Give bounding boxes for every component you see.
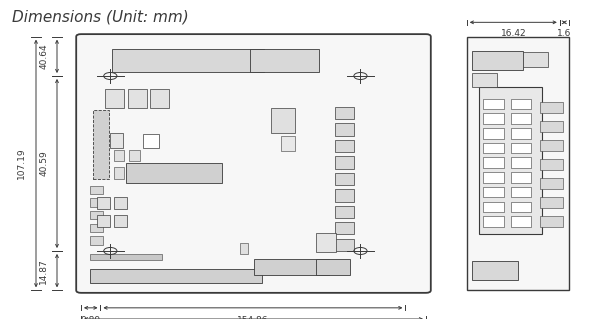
Bar [130, 150, 140, 161]
Bar [483, 143, 503, 153]
Bar [511, 216, 531, 227]
Bar [316, 233, 337, 252]
Bar [335, 123, 353, 136]
Bar [335, 222, 353, 234]
Bar [240, 243, 248, 254]
Bar [254, 259, 329, 275]
Bar [271, 108, 295, 133]
Bar [89, 198, 103, 207]
Bar [483, 187, 503, 197]
Bar [105, 89, 124, 108]
Bar [335, 189, 353, 202]
Bar [89, 186, 103, 194]
Bar [114, 150, 124, 161]
Bar [114, 167, 124, 179]
Bar [89, 211, 103, 219]
Text: 14.87: 14.87 [40, 258, 49, 284]
Bar [483, 99, 503, 109]
Bar [511, 187, 531, 197]
Bar [472, 73, 497, 87]
Bar [128, 89, 146, 108]
Bar [540, 121, 563, 132]
Bar [130, 167, 140, 179]
FancyBboxPatch shape [76, 34, 431, 293]
Bar [150, 89, 169, 108]
Bar [93, 110, 109, 179]
Bar [281, 136, 295, 151]
Bar [335, 140, 353, 152]
Bar [540, 159, 563, 170]
Bar [335, 156, 353, 168]
Bar [89, 254, 162, 260]
Bar [511, 143, 531, 153]
Bar [114, 197, 127, 209]
Bar [472, 51, 523, 70]
Bar [97, 197, 110, 209]
Text: 107.19: 107.19 [17, 148, 26, 179]
Bar [483, 172, 503, 183]
Bar [511, 128, 531, 139]
Bar [483, 128, 503, 139]
Text: 40.59: 40.59 [40, 151, 49, 176]
Bar [511, 172, 531, 183]
Bar [335, 239, 353, 251]
Bar [97, 215, 110, 227]
Text: Dimensions (Unit: mm): Dimensions (Unit: mm) [12, 10, 189, 25]
Bar [523, 52, 548, 67]
Text: 16.42: 16.42 [500, 29, 526, 38]
Bar [89, 236, 103, 245]
Bar [114, 215, 127, 227]
Bar [467, 37, 569, 290]
Bar [472, 261, 518, 280]
Text: 9.89: 9.89 [80, 316, 101, 319]
Bar [89, 269, 262, 283]
Bar [540, 216, 563, 227]
Bar [511, 99, 531, 109]
Bar [483, 216, 503, 227]
Bar [483, 202, 503, 212]
Bar [540, 178, 563, 189]
Bar [126, 163, 223, 182]
Bar [110, 133, 124, 148]
Bar [335, 206, 353, 218]
Bar [511, 202, 531, 212]
Bar [540, 197, 563, 208]
Text: 1.6: 1.6 [557, 29, 571, 38]
Bar [483, 113, 503, 124]
Bar [316, 259, 350, 275]
Bar [112, 49, 264, 72]
Bar [335, 173, 353, 185]
Bar [511, 113, 531, 124]
Bar [250, 49, 319, 72]
Bar [479, 87, 542, 234]
Text: 154.86: 154.86 [237, 316, 269, 319]
Bar [540, 102, 563, 113]
Bar [483, 157, 503, 168]
Bar [335, 107, 353, 119]
Text: 40.64: 40.64 [40, 43, 49, 69]
Bar [143, 134, 158, 148]
Bar [511, 157, 531, 168]
Bar [540, 140, 563, 151]
Bar [89, 224, 103, 232]
